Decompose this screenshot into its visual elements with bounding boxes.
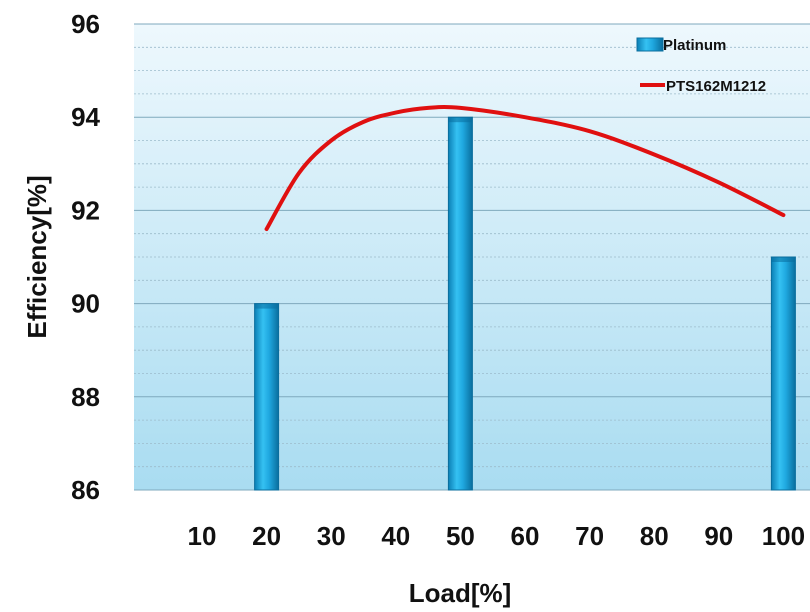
bar-series bbox=[254, 116, 796, 491]
y-tick-label: 86 bbox=[71, 475, 100, 505]
x-tick-label: 90 bbox=[704, 521, 733, 551]
legend-swatch-platinum bbox=[636, 37, 664, 52]
y-tick-label: 96 bbox=[71, 9, 100, 39]
y-axis-ticks: 86 88 90 92 94 96 bbox=[71, 9, 100, 505]
bar-platinum-50 bbox=[447, 116, 473, 491]
legend-label-pts162m1212: PTS162M1212 bbox=[666, 78, 766, 95]
x-axis-ticks: 10 20 30 40 50 60 70 80 90 100 bbox=[188, 521, 806, 551]
legend-label-platinum: Platinum bbox=[663, 37, 726, 54]
x-tick-label: 70 bbox=[575, 521, 604, 551]
x-tick-label: 60 bbox=[511, 521, 540, 551]
x-tick-label: 20 bbox=[252, 521, 281, 551]
x-tick-label: 100 bbox=[762, 521, 805, 551]
y-tick-label: 92 bbox=[71, 195, 100, 225]
bar-platinum-20 bbox=[254, 303, 280, 491]
x-tick-label: 80 bbox=[640, 521, 669, 551]
x-tick-label: 10 bbox=[188, 521, 217, 551]
x-tick-label: 30 bbox=[317, 521, 346, 551]
y-tick-label: 90 bbox=[71, 289, 100, 319]
legend: Platinum PTS162M1212 bbox=[636, 37, 766, 95]
bar-cap-100 bbox=[771, 257, 796, 262]
bar-platinum-100 bbox=[770, 256, 796, 491]
y-tick-label: 88 bbox=[71, 382, 100, 412]
x-tick-label: 40 bbox=[381, 521, 410, 551]
y-tick-label: 94 bbox=[71, 102, 100, 132]
bar-cap-50 bbox=[448, 117, 473, 123]
x-tick-label: 50 bbox=[446, 521, 475, 551]
y-axis-title: Efficiency[%] bbox=[22, 175, 52, 338]
x-axis-title: Load[%] bbox=[409, 578, 512, 608]
series-line-pts162m1212 bbox=[264, 104, 786, 232]
bar-cap-20 bbox=[254, 303, 279, 309]
